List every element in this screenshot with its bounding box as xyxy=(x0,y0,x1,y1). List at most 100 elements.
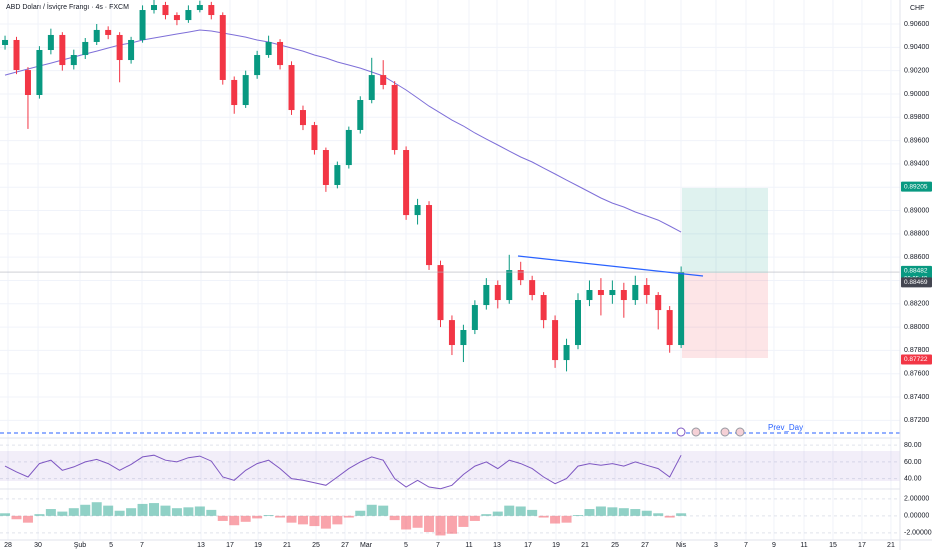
x-tick-label: 27 xyxy=(641,542,649,549)
histogram-bar xyxy=(424,515,435,533)
candle-body xyxy=(47,34,54,51)
x-tick-label: 11 xyxy=(800,542,807,549)
candle-body xyxy=(678,272,685,346)
event-icon[interactable] xyxy=(720,427,730,437)
candle-body xyxy=(299,110,306,126)
price-marker-label: 0.88469 xyxy=(904,279,928,286)
x-tick-label: 11 xyxy=(465,542,472,549)
candle-body xyxy=(231,79,238,106)
histogram-bar xyxy=(286,515,297,523)
histogram-bar xyxy=(91,502,102,516)
x-tick-label: 21 xyxy=(581,542,589,549)
histogram-bar xyxy=(34,514,45,516)
x-tick-label: 5 xyxy=(404,542,408,549)
histogram-bar xyxy=(561,515,572,523)
candle-body xyxy=(632,284,639,301)
stop-loss-zone[interactable] xyxy=(682,273,768,358)
x-tick-label: 17 xyxy=(858,542,866,549)
candle-body xyxy=(334,165,341,185)
y-tick-label: 0.88800 xyxy=(904,231,929,238)
y-tick-label: 40.00 xyxy=(904,475,922,482)
y-tick-label: 0.87600 xyxy=(904,371,929,378)
histogram-bar xyxy=(389,515,400,521)
candle-body xyxy=(391,84,398,151)
y-tick-label: 0.87800 xyxy=(904,347,929,354)
histogram-bar xyxy=(572,515,583,516)
candle-body xyxy=(128,39,135,61)
event-icon[interactable] xyxy=(676,427,686,437)
histogram-bar xyxy=(149,503,160,516)
take-profit-zone[interactable] xyxy=(682,188,768,273)
candle-body xyxy=(311,125,318,151)
candle-body xyxy=(162,5,169,16)
histogram-bar xyxy=(275,515,286,518)
y-tick-label: 0.88200 xyxy=(904,301,929,308)
candle-body xyxy=(219,15,226,80)
x-tick-label: 19 xyxy=(552,542,560,549)
candle-body xyxy=(254,55,261,76)
histogram-bar xyxy=(653,513,664,516)
histogram-bar xyxy=(320,515,331,529)
histogram-bar xyxy=(676,513,687,516)
candle-body xyxy=(322,150,329,185)
histogram-bar xyxy=(641,510,652,516)
price-marker-label: 0.88482 xyxy=(904,268,928,275)
candle-body xyxy=(529,280,536,296)
y-tick-label: 0.90400 xyxy=(904,44,929,51)
histogram-bar xyxy=(80,504,91,516)
x-tick-label: 25 xyxy=(611,542,619,549)
histogram-bar xyxy=(401,515,412,530)
candle-body xyxy=(70,55,77,66)
candle-body xyxy=(506,270,513,301)
histogram-bar xyxy=(126,508,137,516)
x-tick-label: 7 xyxy=(436,542,440,549)
y-tick-label: 0.88600 xyxy=(904,254,929,261)
candle-body xyxy=(620,290,627,301)
x-tick-label: 28 xyxy=(4,542,12,549)
candle-body xyxy=(173,15,180,21)
price-marker xyxy=(901,277,932,288)
histogram-bar xyxy=(446,515,457,534)
x-tick-label: Nis xyxy=(676,542,687,549)
candle-body xyxy=(448,320,455,346)
trend-line[interactable] xyxy=(517,255,704,277)
grid xyxy=(0,0,900,540)
candle-body xyxy=(414,205,421,216)
event-icon[interactable] xyxy=(691,427,701,437)
x-tick-label: 13 xyxy=(197,542,205,549)
histogram-bar xyxy=(229,515,240,526)
price-marker xyxy=(901,354,932,365)
y-tick-label: 0.89400 xyxy=(904,161,929,168)
y-tick-label: -2.00000 xyxy=(904,530,932,537)
candle-body xyxy=(517,270,524,281)
x-tick-label: 15 xyxy=(829,542,837,549)
candle-body xyxy=(357,100,364,130)
histogram-bar xyxy=(194,506,205,516)
candle-body xyxy=(426,205,433,266)
histogram-bar xyxy=(137,503,148,516)
histogram-bar xyxy=(458,515,469,527)
candle-body xyxy=(242,75,249,106)
event-icon[interactable] xyxy=(735,427,745,437)
price-marker-label: 0.87722 xyxy=(904,356,928,363)
x-tick-label: 25 xyxy=(312,542,320,549)
prev-day-label: Prev_Day xyxy=(768,423,803,432)
currency-label: CHF xyxy=(910,5,924,12)
candle-body xyxy=(151,5,158,11)
histogram-bar xyxy=(183,507,194,516)
candle-body xyxy=(597,290,604,296)
candle-body xyxy=(471,305,478,330)
histogram-bar xyxy=(469,515,480,521)
x-tick-label: 21 xyxy=(283,542,291,549)
rsi-line xyxy=(4,454,682,490)
candle-body xyxy=(59,34,66,66)
histogram-bar xyxy=(332,515,343,525)
x-tick-label: 13 xyxy=(493,542,501,549)
candle-body xyxy=(643,284,650,296)
price-pane xyxy=(0,0,900,372)
candle-body xyxy=(2,39,9,45)
histogram-bar xyxy=(57,511,68,516)
histogram-bar xyxy=(607,507,618,516)
histogram-bar xyxy=(584,509,595,516)
histogram-bar xyxy=(11,515,22,520)
